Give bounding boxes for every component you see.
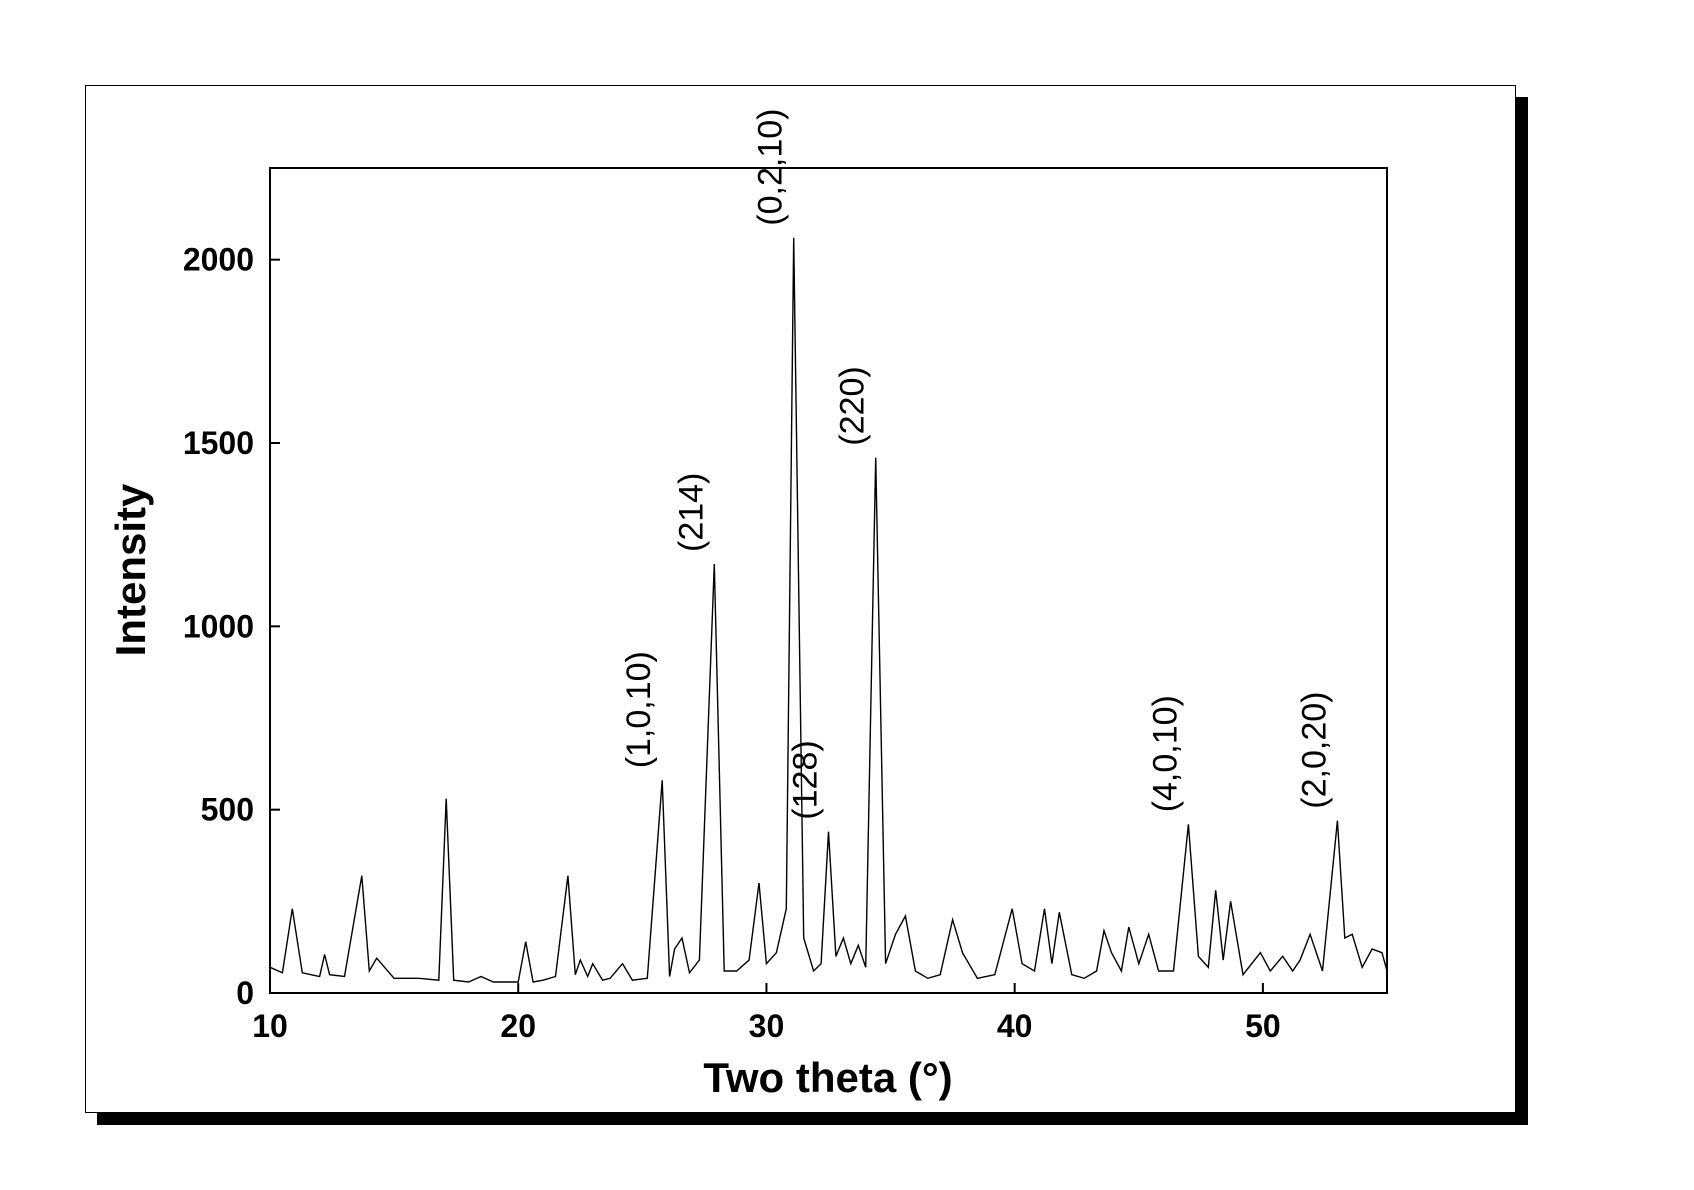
y-tick-label: 500 bbox=[201, 792, 254, 828]
chart-frame bbox=[85, 85, 1516, 1113]
peak-label: (214) bbox=[672, 473, 710, 552]
peak-label: (128) bbox=[787, 740, 825, 819]
y-axis: 0 500 1000 1500 2000 bbox=[183, 242, 280, 1011]
y-tick-label: 1500 bbox=[183, 425, 254, 461]
peak-label: (0,2,10) bbox=[752, 109, 790, 226]
peak-label: (220) bbox=[834, 366, 872, 445]
y-axis-title: Intensity bbox=[107, 483, 154, 656]
plot-area bbox=[269, 167, 1388, 994]
x-tick-label: 30 bbox=[749, 1008, 785, 1044]
y-tick-label: 0 bbox=[236, 975, 254, 1011]
y-tick-label: 2000 bbox=[183, 242, 254, 278]
peak-annotations: (1,0,10) (214) (0,2,10) (128) (220) (4,0,10) (… bbox=[620, 109, 1333, 820]
x-axis-title: Two theta (°) bbox=[703, 1054, 952, 1101]
diffraction-trace bbox=[269, 237, 1388, 983]
x-tick-label: 40 bbox=[997, 1008, 1033, 1044]
x-axis: 10 20 30 40 50 bbox=[252, 983, 1281, 1044]
peak-label: (1,0,10) bbox=[620, 651, 658, 768]
x-tick-label: 20 bbox=[500, 1008, 536, 1044]
peak-label: (4,0,10) bbox=[1146, 695, 1184, 812]
peak-label: (2,0,20) bbox=[1295, 692, 1333, 809]
x-tick-label: 50 bbox=[1245, 1008, 1281, 1044]
y-tick-label: 1000 bbox=[183, 608, 254, 644]
x-tick-label: 10 bbox=[252, 1008, 288, 1044]
